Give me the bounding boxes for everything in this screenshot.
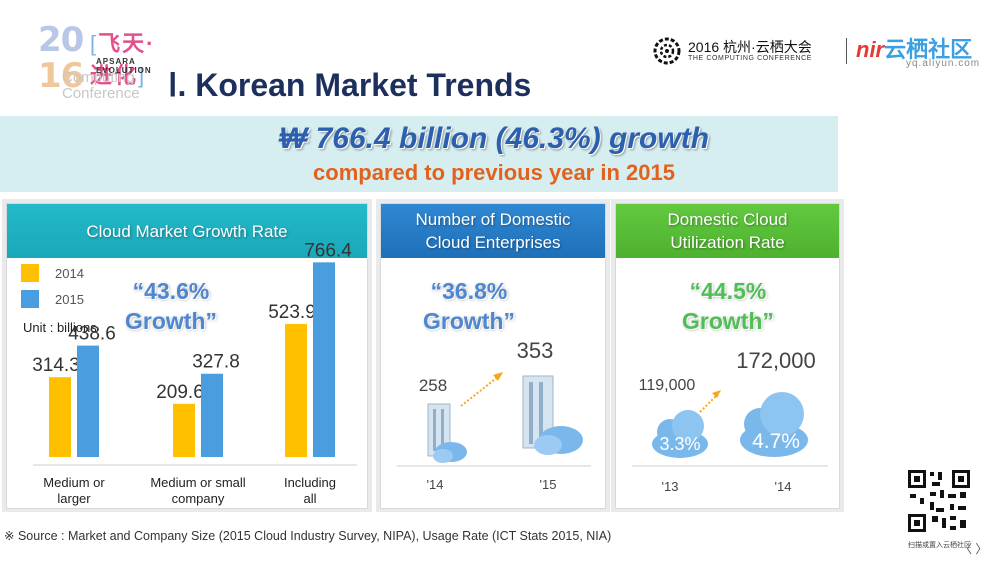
community-prefix: nir [856, 37, 885, 62]
bar-value-label-2015-1: 438.6 [68, 324, 116, 345]
bar-value-label-2014-3: 523.9 [268, 302, 316, 323]
market-growth-line1: “43.6% [132, 278, 210, 304]
legend-label-2014: 2014 [55, 266, 84, 281]
banner-subline: compared to previous year in 2015 [313, 160, 675, 185]
market-growth-line2: Growth” [125, 308, 217, 334]
bar-2015-2 [201, 373, 223, 457]
category-label-2-line-2: company [172, 491, 225, 506]
utilization-pictograph: 3.3% 4.7% 119,000 172,000 '13 '14 [632, 348, 828, 494]
utilization-title-line2: Utilization Rate [670, 233, 785, 252]
enterprises-growth-line2: Growth” [423, 308, 515, 334]
logo-bg-line1: Computing [62, 69, 135, 86]
bar-2015-1 [77, 345, 99, 457]
utilization-growth-line2: Growth” [682, 308, 774, 334]
category-label-1-line-2: larger [57, 491, 91, 506]
logo-year-bottom: 16 [38, 56, 84, 96]
bar-2014-1 [49, 377, 71, 457]
enterprises-growth-callout: “36.8% Growth” [409, 276, 529, 336]
category-label-1-line-3: company [48, 507, 101, 509]
legend-swatch-2014 [21, 264, 39, 282]
logo-bracket-close: ] [138, 63, 147, 88]
enterprises-pictograph: 258 353 '14 '15 [397, 338, 591, 492]
enterprises-growth-line1: “36.8% [430, 278, 508, 304]
cloud-icon-2013 [652, 410, 708, 458]
logo-year-top: 20 [38, 20, 84, 60]
page-title: Ⅰ. Korean Market Trends [168, 67, 532, 103]
bar-value-label-2015-3: 766.4 [304, 240, 352, 261]
category-label-1-line-1: Medium or [43, 475, 105, 490]
bar-value-label-2014-1: 314.3 [32, 355, 80, 376]
utilization-title-line1: Domestic Cloud [667, 210, 788, 229]
building-icon-2014 [427, 403, 467, 463]
utilization-rate-2014: 4.7% [752, 430, 800, 453]
slide-nav-arrows[interactable]: 〈 〉 [960, 542, 988, 556]
logo-chinese-text: 飞天·进化 [90, 31, 156, 88]
utilization-rate-2013: 3.3% [659, 434, 700, 454]
conference-subtitle: THE COMPUTING CONFERENCE [688, 55, 813, 62]
market-bar-chart: 2014 2015 Unit : billions 314.3 438.6 Medium … [21, 240, 357, 509]
logo-bracket-open: [ [90, 31, 99, 56]
market-growth-panel: Cloud Market Growth Rate “43.6% Growth” … [6, 203, 368, 509]
apsara-logo: 20 16 [飞天·进化] APSARA EVOLUTION Computing… [38, 22, 178, 102]
banner-headline: ₩ 766.4 billion (46.3%) growth [278, 122, 710, 155]
utilization-xlabel-2014: '14 [775, 479, 792, 494]
legend-label-2015: 2015 [55, 292, 84, 307]
qr-caption: 扫描或置入云栖社区 [908, 542, 971, 549]
category-label-3-line-2: all [303, 491, 316, 506]
conference-title: 2016 杭州·云栖大会 [688, 39, 812, 55]
source-note: ※ Source : Market and Company Size (2015… [4, 529, 612, 543]
community-brand: nir云栖社区 [856, 32, 972, 64]
community-name: 云栖社区 [884, 37, 973, 62]
logo-background-text: Computing Conference [62, 70, 140, 102]
utilization-growth-callout: “44.5% Growth” [668, 276, 788, 336]
bar-value-label-2014-2: 209.6 [156, 382, 204, 403]
utilization-panel-title: Domestic Cloud Utilization Rate [616, 204, 839, 258]
building-icon-2015 [522, 375, 583, 455]
category-label-2-line-1: Medium or small [150, 475, 245, 490]
market-growth-callout: “43.6% Growth” [111, 276, 231, 336]
community-url: yq.aliyun.com [906, 58, 981, 69]
growth-arrow-icon [460, 372, 503, 407]
enterprises-title-line2: Cloud Enterprises [425, 233, 561, 252]
conference-swirl-icon [653, 37, 681, 65]
enterprises-title-line1: Number of Domestic [415, 210, 571, 229]
utilization-value-2014: 172,000 [736, 348, 816, 373]
category-label-3-line-1: Including [284, 475, 336, 490]
summary-banner: ₩ 766.4 billion (46.3%) growth compared … [0, 116, 838, 192]
bar-value-label-2015-2: 327.8 [192, 352, 240, 373]
enterprises-value-2014: 258 [419, 376, 447, 395]
market-panel-title: Cloud Market Growth Rate [7, 204, 367, 258]
enterprises-xlabel-2014: '14 [427, 477, 444, 492]
cloud-growth-arrow-icon [699, 390, 721, 413]
logo-chinese-title: [飞天·进化] [90, 26, 178, 90]
enterprises-xlabel-2015: '15 [540, 477, 557, 492]
utilization-panel: Domestic Cloud Utilization Rate “44.5% Gr… [615, 203, 840, 509]
cloud-icon-2014 [740, 392, 808, 457]
unit-label: Unit : billions [23, 320, 97, 335]
utilization-value-2013: 119,000 [639, 377, 696, 394]
logo-divider [846, 38, 847, 64]
bar-2014-2 [173, 403, 195, 457]
logo-bg-line2: Conference [62, 85, 140, 102]
enterprises-panel: Number of Domestic Cloud Enterprises “36.… [380, 203, 606, 509]
bar-2014-3 [285, 323, 307, 457]
legend-swatch-2015 [21, 290, 39, 308]
utilization-growth-line1: “44.5% [689, 278, 767, 304]
utilization-xlabel-2013: '13 [662, 479, 679, 494]
conference-logo: 2016 杭州·云栖大会 THE COMPUTING CONFERENCE [652, 36, 842, 66]
bar-2015-3 [313, 262, 335, 457]
enterprises-panel-title: Number of Domestic Cloud Enterprises [381, 204, 605, 258]
logo-english-title: APSARA EVOLUTION [96, 57, 152, 75]
enterprises-value-2015: 353 [517, 338, 554, 363]
qr-code-icon [906, 468, 972, 534]
community-logo: nir云栖社区 yq.aliyun.com [856, 32, 979, 69]
